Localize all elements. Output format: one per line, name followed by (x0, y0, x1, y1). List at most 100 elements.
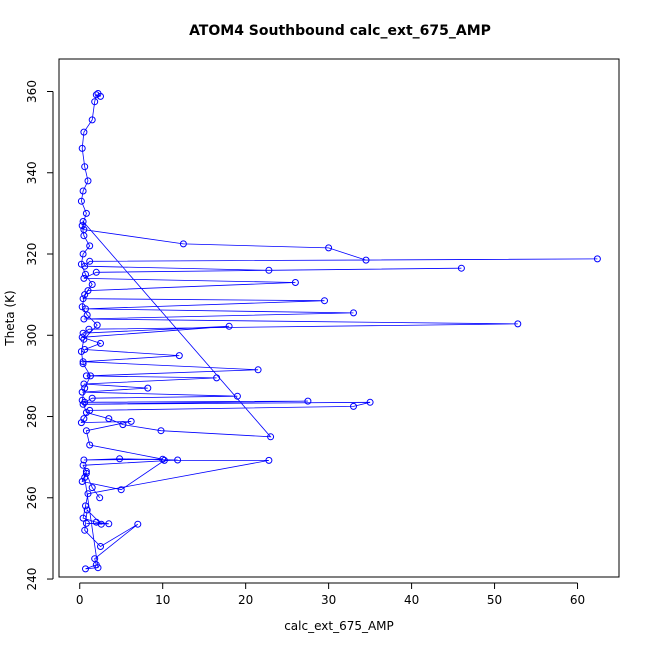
data-point (81, 163, 89, 171)
data-point (81, 262, 89, 270)
x-axis: 0 10 20 30 40 50 60 (76, 582, 585, 607)
y-axis-label: Theta (K) (3, 290, 17, 346)
plot-area (58, 58, 620, 578)
data-point (84, 287, 92, 295)
x-tick-label: 40 (404, 593, 419, 607)
data-point (213, 374, 221, 382)
data-point (350, 402, 357, 410)
data-point (304, 397, 312, 405)
y-tick-label: 340 (25, 161, 39, 184)
x-tick-label: 30 (321, 593, 336, 607)
data-point (175, 352, 183, 360)
data-point (88, 116, 96, 124)
data-point (325, 244, 333, 252)
data-point (93, 321, 101, 329)
data-point (82, 519, 90, 527)
data-point (265, 266, 273, 274)
data-point (79, 400, 87, 408)
data-point (78, 388, 86, 396)
data-point (87, 372, 94, 380)
data-point (97, 520, 105, 528)
data-point (77, 419, 85, 427)
chart-title: ATOM4 Southbound calc_ext_675_AMP (189, 23, 491, 39)
y-tick-label: 240 (25, 568, 39, 591)
data-point (80, 226, 88, 234)
data-point (81, 346, 89, 353)
data-point (116, 455, 124, 463)
data-point (77, 197, 85, 205)
data-point (84, 177, 92, 185)
x-tick-label: 60 (570, 593, 585, 607)
data-point (80, 128, 88, 136)
data-point (78, 144, 86, 152)
data-point (97, 543, 104, 550)
data-point (144, 384, 152, 392)
data-point (82, 209, 90, 217)
data-point (79, 250, 87, 258)
data-point (174, 456, 182, 464)
data-point (80, 315, 88, 323)
data-point (88, 394, 96, 402)
y-axis: 240 260 280 300 320 340 360 (25, 80, 54, 591)
data-point (96, 494, 104, 502)
data-point (157, 427, 165, 435)
data-point (79, 329, 87, 337)
x-tick-label: 10 (155, 593, 170, 607)
data-point (80, 456, 88, 464)
data-point (225, 322, 233, 330)
data-point (254, 366, 262, 374)
data-point (92, 91, 100, 99)
data-point (82, 305, 89, 313)
data-point (233, 392, 241, 400)
data-point (267, 433, 275, 441)
data-point (159, 455, 167, 463)
data-point (79, 514, 87, 522)
data-point (160, 456, 168, 464)
data-point (97, 92, 104, 100)
series-line (80, 93, 598, 570)
data-point (79, 360, 87, 368)
data-point (291, 279, 299, 286)
data-point (88, 281, 96, 288)
data-point (79, 461, 87, 469)
data-point (265, 456, 273, 464)
data-point (362, 256, 370, 264)
y-tick-label: 360 (25, 80, 39, 103)
data-point (457, 264, 465, 272)
data-point (82, 467, 90, 475)
data-point (81, 398, 89, 406)
data-point (79, 358, 87, 366)
data-point (79, 295, 87, 303)
x-tick-label: 50 (487, 593, 502, 607)
data-point (514, 320, 522, 328)
data-point (82, 469, 90, 477)
data-point (179, 240, 187, 248)
y-tick-label: 300 (25, 324, 39, 347)
data-point (350, 309, 357, 317)
data-point (79, 187, 87, 195)
x-tick-label: 20 (238, 593, 253, 607)
data-marks (77, 90, 601, 573)
data-point (134, 520, 142, 528)
data-point (127, 417, 135, 425)
data-point (91, 98, 99, 106)
data-point (105, 415, 113, 423)
y-tick-label: 320 (25, 243, 39, 266)
data-point (84, 490, 92, 498)
data-point (86, 257, 94, 265)
data-point (88, 484, 96, 492)
data-point (86, 441, 94, 449)
x-tick-label: 0 (76, 593, 84, 607)
x-axis-label: calc_ext_675_AMP (284, 619, 394, 633)
data-point (82, 565, 89, 573)
data-point (85, 325, 93, 333)
data-point (97, 339, 104, 347)
data-point (117, 486, 125, 494)
data-point (82, 372, 90, 380)
data-point (81, 526, 89, 534)
y-tick-label: 280 (25, 405, 39, 428)
data-point (86, 242, 94, 250)
data-point (105, 520, 113, 528)
y-tick-label: 260 (25, 486, 39, 509)
data-point (92, 268, 100, 276)
